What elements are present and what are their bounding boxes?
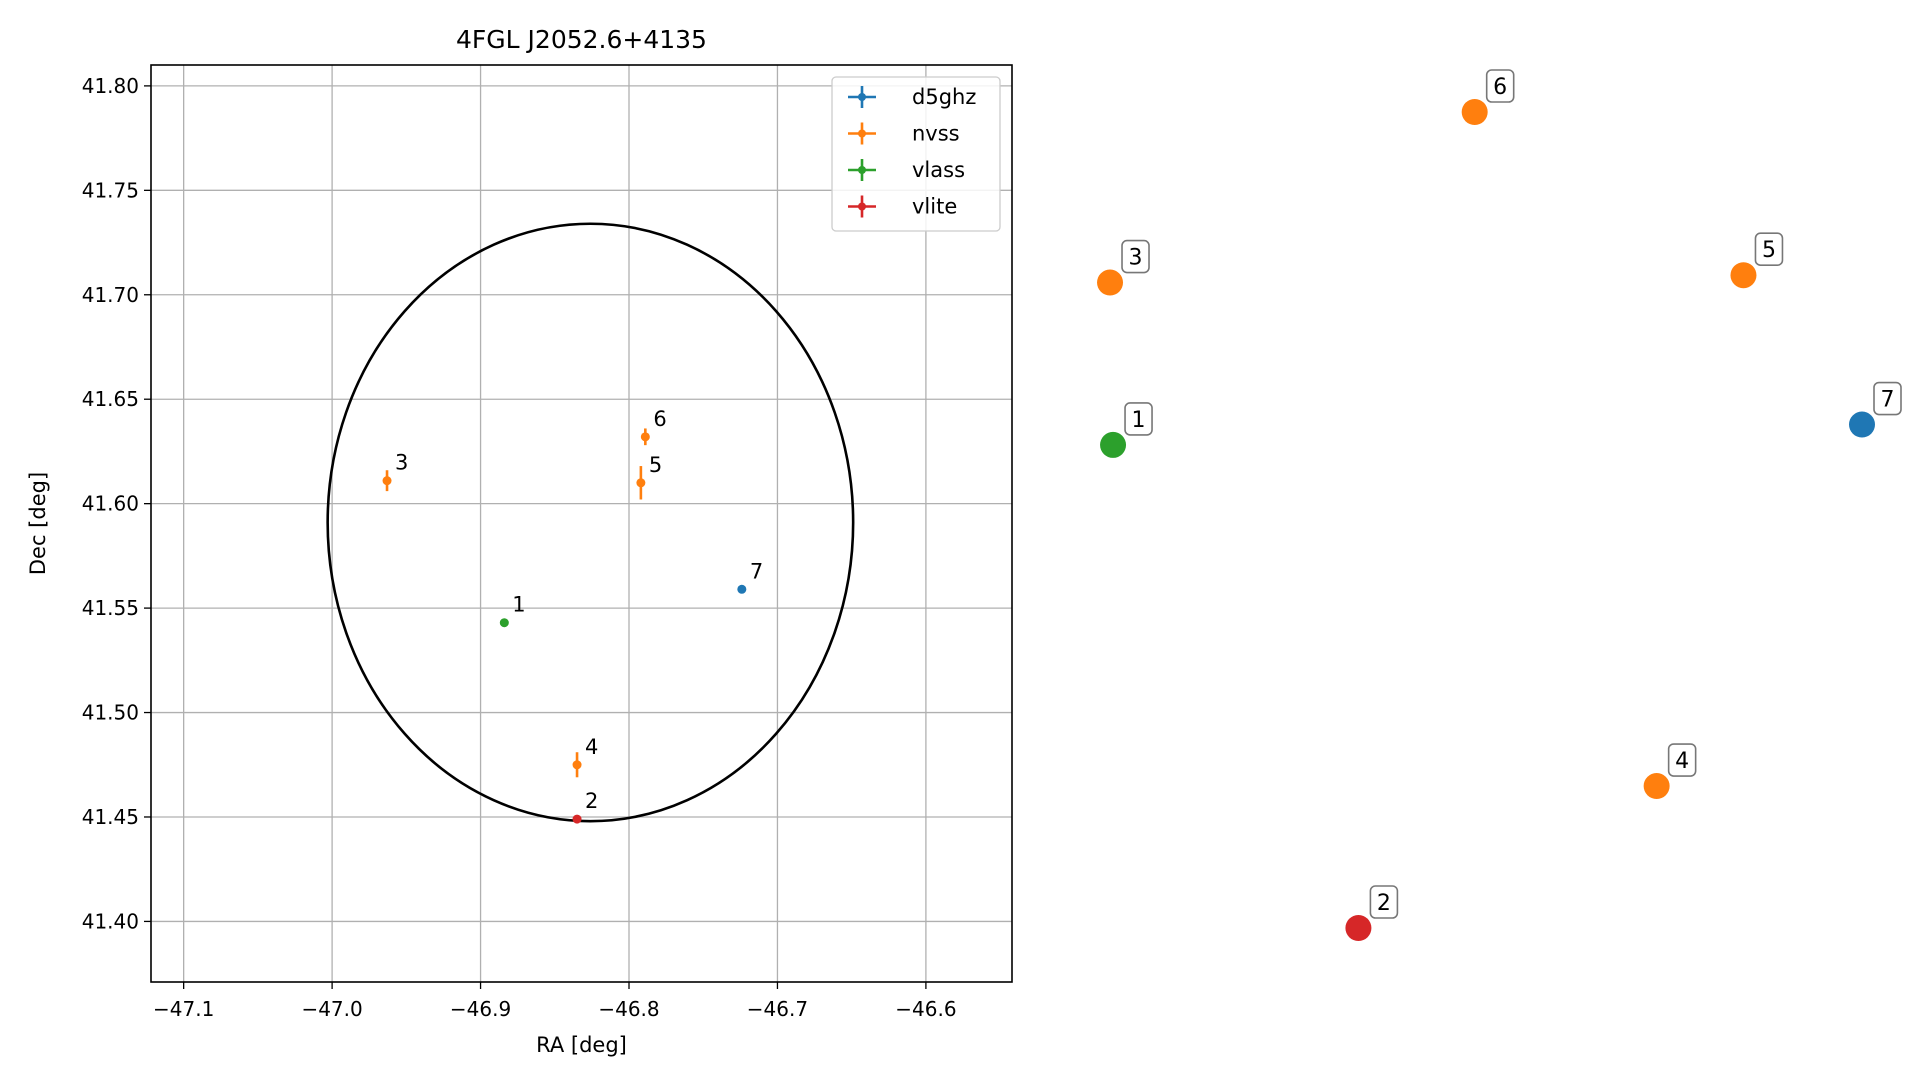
side-point-1: 1: [1100, 402, 1153, 458]
error-ellipse-layer: [326, 222, 855, 823]
y-tick-label: 41.80: [82, 74, 139, 98]
data-point-7: 7: [737, 559, 763, 594]
side-label-box: [1485, 69, 1515, 103]
legend-entry-vlass: vlass: [848, 158, 965, 182]
point-marker: [382, 476, 392, 486]
point-marker: [572, 814, 582, 824]
side-label: 1: [1132, 408, 1146, 433]
data-points-layer: 7 3 6 5 4 1 2: [382, 407, 763, 824]
legend-entry-nvss: nvss: [848, 122, 960, 146]
point-label: 1: [512, 593, 525, 617]
main-chart: 7 3 6 5 4 1 2 −47.1 −47.0 −46.9 −46.8 −46.7 −46.6 41…: [26, 25, 1013, 1057]
data-point-3: 3: [382, 451, 408, 492]
axis-ticks: −47.1 −47.0 −46.9 −46.8 −46.7 −46.6 41.40 41.45…: [82, 74, 957, 1021]
point-label: 2: [585, 789, 598, 813]
side-point-3: 3: [1097, 239, 1150, 296]
data-point-5: 5: [636, 453, 662, 500]
side-point-marker: [1849, 411, 1875, 438]
point-marker: [499, 618, 509, 628]
legend-marker: [858, 166, 866, 174]
side-label-box: [1121, 239, 1150, 274]
legend-box: [831, 76, 1001, 232]
point-label: 7: [750, 559, 763, 583]
y-axis-label: Dec [deg]: [26, 472, 50, 575]
y-tick-label: 41.40: [82, 909, 139, 933]
side-label-box: [1369, 885, 1399, 919]
side-label: 6: [1493, 75, 1507, 100]
point-marker: [640, 432, 650, 442]
side-scatter-panel: 6 3 5 7 1 4 2: [1097, 69, 1902, 941]
side-label-box: [1873, 381, 1902, 416]
side-label: 2: [1377, 891, 1391, 916]
side-label-box: [1124, 402, 1153, 436]
legend-label: d5ghz: [912, 85, 976, 109]
data-point-1: 1: [499, 593, 526, 628]
x-tick-label: −46.7: [747, 997, 808, 1021]
side-point-marker: [1730, 262, 1757, 289]
legend-label: nvss: [912, 122, 960, 146]
plot-frame: [150, 64, 1013, 983]
side-point-marker: [1643, 773, 1670, 800]
data-point-4: 4: [572, 735, 598, 778]
point-marker: [636, 478, 646, 488]
side-label: 7: [1881, 388, 1895, 413]
y-tick-label: 41.75: [82, 178, 139, 202]
side-point-7: 7: [1849, 381, 1902, 438]
x-tick-label: −46.9: [450, 997, 511, 1021]
legend-entry-d5ghz: d5ghz: [848, 85, 976, 109]
side-point-marker: [1345, 915, 1372, 941]
y-tick-label: 41.55: [82, 596, 139, 620]
side-point-marker: [1100, 431, 1127, 458]
data-point-6: 6: [640, 407, 667, 446]
point-label: 4: [585, 735, 598, 759]
y-tick-label: 41.70: [82, 283, 139, 307]
x-tick-label: −47.1: [153, 997, 214, 1021]
legend-label: vlass: [912, 158, 965, 182]
legend-marker: [858, 202, 866, 211]
side-point-4: 4: [1643, 743, 1697, 800]
chart-title: 4FGL J2052.6+4135: [456, 25, 707, 54]
legend-entry-vlite: vlite: [848, 195, 957, 219]
y-tick-label: 41.45: [82, 805, 139, 829]
legend-label: vlite: [912, 195, 957, 219]
side-label: 5: [1762, 238, 1776, 263]
side-label: 3: [1129, 246, 1143, 271]
legend-marker: [858, 93, 866, 101]
point-label: 5: [649, 453, 662, 477]
data-point-2: 2: [572, 789, 598, 824]
side-label: 4: [1675, 749, 1689, 774]
x-axis-label: RA [deg]: [536, 1033, 627, 1057]
side-label-box: [1667, 743, 1697, 777]
y-tick-label: 41.65: [82, 387, 139, 411]
side-label-box: [1754, 232, 1784, 266]
side-point-5: 5: [1730, 232, 1784, 289]
side-point-marker: [1097, 269, 1124, 296]
point-marker: [737, 584, 747, 594]
x-tick-label: −46.8: [598, 997, 659, 1021]
y-tick-label: 41.50: [82, 701, 139, 725]
point-label: 3: [395, 451, 408, 475]
y-tick-label: 41.60: [82, 492, 139, 516]
point-label: 6: [653, 407, 666, 431]
error-ellipse: [326, 222, 855, 823]
side-point-marker: [1461, 99, 1488, 125]
side-point-6: 6: [1461, 69, 1515, 125]
point-marker: [572, 760, 582, 770]
x-tick-label: −47.0: [301, 997, 362, 1021]
grid-lines: [151, 65, 1012, 982]
legend: d5ghz nvss vlass vlite: [831, 76, 1001, 232]
legend-marker: [858, 129, 866, 138]
side-point-2: 2: [1345, 885, 1399, 941]
x-tick-label: −46.6: [895, 997, 956, 1021]
